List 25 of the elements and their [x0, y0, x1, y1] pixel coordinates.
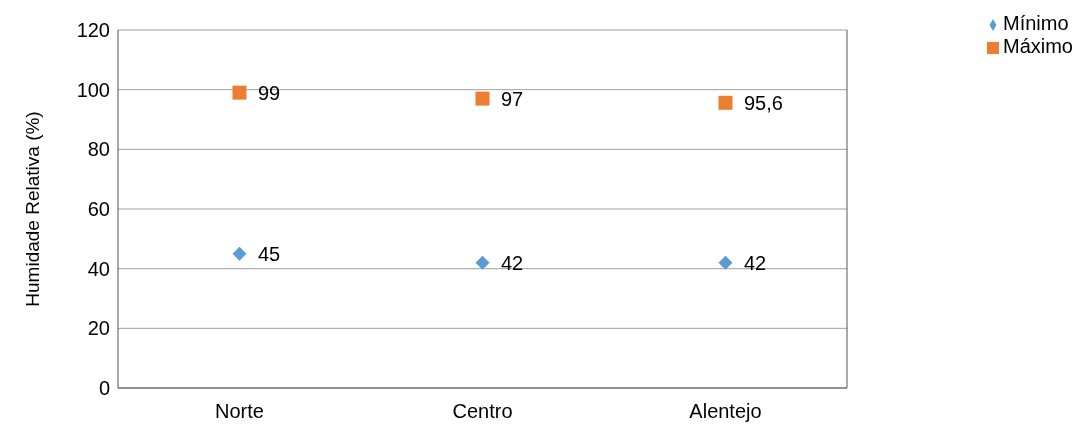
point	[718, 255, 733, 270]
data-label: 95,6	[744, 91, 783, 114]
point	[475, 255, 490, 270]
y-tick-label: 60	[87, 198, 110, 221]
y-tick-label: 120	[76, 19, 110, 42]
legend-label: Mínimo	[1002, 12, 1069, 34]
y-tick-label: 0	[98, 377, 110, 400]
data-label: 97	[501, 87, 524, 110]
data-label: 99	[258, 81, 281, 104]
y-tick-label: 80	[87, 138, 110, 161]
legend-label: Máximo	[1002, 35, 1073, 57]
y-tick-label: 20	[87, 317, 110, 340]
point	[232, 246, 247, 261]
x-tick-label: Norte	[215, 400, 264, 423]
point	[718, 95, 733, 110]
data-label: 42	[501, 251, 524, 274]
data-label: 42	[744, 251, 767, 274]
y-tick-label: 100	[76, 78, 110, 101]
y-tick-label: 40	[87, 257, 110, 280]
y-axis-title: Humidade Relativa (%)	[21, 111, 43, 307]
point	[232, 85, 247, 100]
point	[475, 91, 490, 106]
x-tick-label: Centro	[452, 400, 513, 423]
x-tick-label: Alentejo	[689, 400, 762, 423]
data-label: 45	[258, 242, 281, 265]
